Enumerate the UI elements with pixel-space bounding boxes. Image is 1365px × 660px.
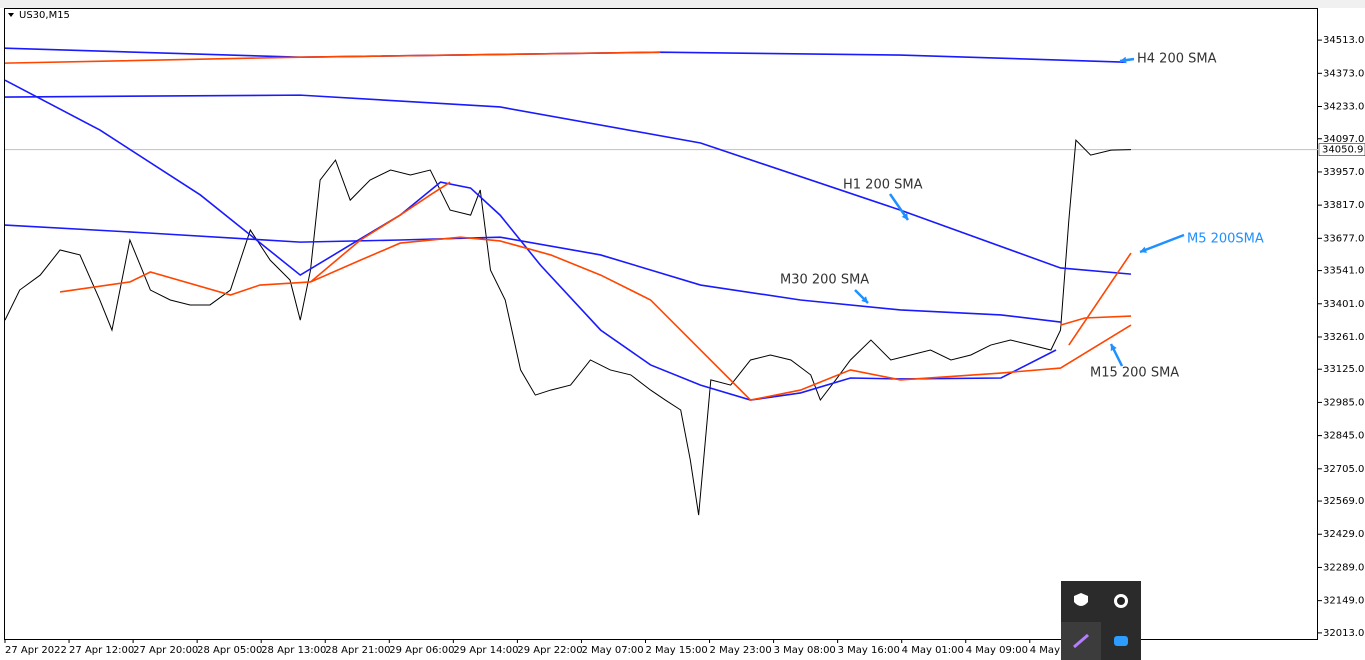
symbol-label: US30,M15 bbox=[19, 10, 70, 21]
x-tick-label: 4 May 01:00 bbox=[902, 645, 964, 656]
y-tick-label: 32569.0 bbox=[1323, 496, 1364, 507]
arrow-head bbox=[901, 213, 908, 220]
arrow-head bbox=[861, 296, 868, 303]
toolbar-strip bbox=[0, 0, 1365, 8]
symbol-menu[interactable] bbox=[8, 13, 14, 17]
x-tick-label: 3 May 16:00 bbox=[838, 645, 900, 656]
y-tick-label: 33817.0 bbox=[1323, 200, 1364, 211]
arrow-head bbox=[1120, 56, 1127, 64]
plot-frame bbox=[4, 8, 1318, 640]
y-tick-label: 32149.0 bbox=[1323, 596, 1364, 607]
price-tag bbox=[1318, 143, 1365, 156]
y-tick-label: 33957.0 bbox=[1323, 167, 1364, 178]
sma-line bbox=[309, 181, 451, 283]
shield-icon bbox=[1074, 593, 1088, 606]
pen-icon bbox=[1073, 633, 1089, 649]
y-tick-label: 33401.0 bbox=[1323, 299, 1364, 310]
cloud-icon bbox=[1114, 636, 1128, 646]
x-tick-label: 28 Apr 13:00 bbox=[261, 645, 326, 656]
y-tick-label: 34233.0 bbox=[1323, 102, 1364, 113]
annotation: H4 200 SMA bbox=[1137, 52, 1217, 67]
sma-line bbox=[1068, 252, 1132, 346]
y-tick-label: 33541.0 bbox=[1323, 266, 1364, 277]
annotation: M15 200 SMA bbox=[1090, 366, 1179, 381]
y-tick-label: 32013.0 bbox=[1323, 628, 1364, 639]
sma-line bbox=[4, 51, 661, 64]
sma-line bbox=[4, 224, 1061, 323]
y-tick-label: 32289.0 bbox=[1323, 562, 1364, 573]
y-tick-label: 32845.0 bbox=[1323, 431, 1364, 442]
arrow-head bbox=[1140, 246, 1147, 253]
price-tag-label: 34050.9 bbox=[1322, 145, 1363, 156]
y-tick-label: 34373.0 bbox=[1323, 68, 1364, 79]
annotation: H1 200 SMA bbox=[843, 178, 923, 193]
x-tick-label: 29 Apr 14:00 bbox=[453, 645, 518, 656]
y-tick-label: 34097.0 bbox=[1323, 134, 1364, 145]
price-line-path bbox=[4, 139, 1131, 516]
annotation: M5 200SMA bbox=[1187, 232, 1264, 247]
sma-line bbox=[1060, 315, 1132, 326]
arrow-head bbox=[1110, 344, 1117, 351]
y-tick-label: 32985.0 bbox=[1323, 397, 1364, 408]
x-tick-label: 2 May 07:00 bbox=[581, 645, 643, 656]
x-tick-label: 29 Apr 22:00 bbox=[517, 645, 582, 656]
x-tick-label: 28 Apr 05:00 bbox=[197, 645, 262, 656]
sma-line bbox=[4, 79, 1057, 401]
x-tick-label: 27 Apr 12:00 bbox=[69, 645, 134, 656]
app-icon-inner bbox=[1117, 597, 1125, 605]
sma-line bbox=[4, 94, 1132, 275]
sma-line bbox=[59, 236, 1132, 401]
x-tick-label: 27 Apr 20:00 bbox=[133, 645, 198, 656]
annotation: M30 200 SMA bbox=[780, 273, 869, 288]
x-tick-label: 29 Apr 06:00 bbox=[389, 645, 454, 656]
x-tick-label: 3 May 08:00 bbox=[774, 645, 836, 656]
x-tick-label: 28 Apr 21:00 bbox=[325, 645, 390, 656]
x-tick-label: 2 May 15:00 bbox=[645, 645, 707, 656]
y-tick-label: 32705.0 bbox=[1323, 464, 1364, 475]
x-tick-label: 4 May 09:00 bbox=[966, 645, 1028, 656]
x-tick-label: 27 Apr 2022 bbox=[5, 645, 67, 656]
y-tick-label: 33261.0 bbox=[1323, 332, 1364, 343]
x-tick-label: 2 May 23:00 bbox=[710, 645, 772, 656]
annotation-arrow bbox=[1139, 233, 1185, 254]
y-tick-label: 34513.0 bbox=[1323, 35, 1364, 46]
y-tick-label: 33677.0 bbox=[1323, 233, 1364, 244]
tray-widget bbox=[1061, 581, 1141, 660]
y-tick-label: 33125.0 bbox=[1323, 364, 1364, 375]
y-tick-label: 32429.0 bbox=[1323, 529, 1364, 540]
x-tick-label: 4 May 17:00 bbox=[1030, 645, 1092, 656]
